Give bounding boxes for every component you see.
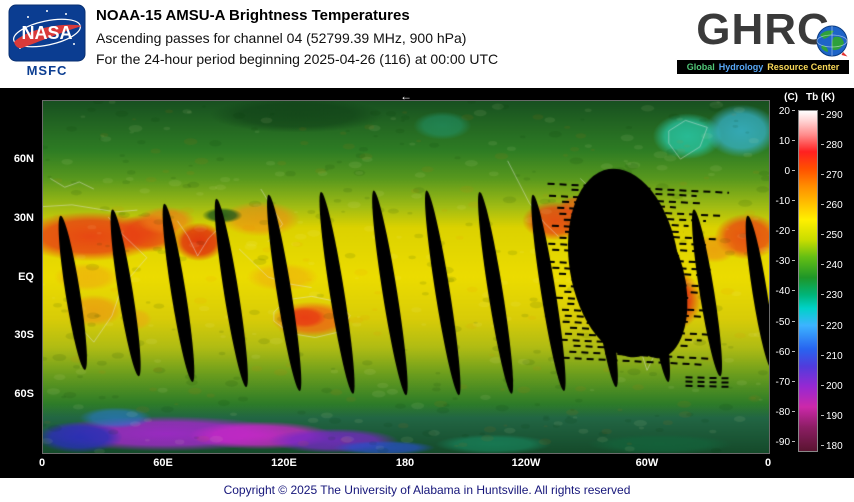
subtitle-period: For the 24-hour period beginning 2025-04…	[96, 51, 499, 67]
celsius-tick: -60	[768, 347, 795, 358]
kelvin-tick: 240	[821, 260, 853, 271]
latitude-label: 30S	[14, 329, 34, 342]
ghrc-tagline: Global Hydrology Resource Center	[677, 60, 849, 74]
ghrc-acronym-text: GHRC	[696, 5, 830, 54]
map-section: ← 60N 30N EQ 30S 60S 0 60E 120E 180 120W 60W 0 (C)…	[0, 88, 854, 478]
kelvin-tick: 270	[821, 170, 853, 181]
celsius-tick: 0	[768, 166, 795, 177]
latitude-label: EQ	[18, 270, 34, 283]
celsius-tick: -50	[768, 317, 795, 328]
copyright-text: Copyright © 2025 The University of Alaba…	[223, 483, 631, 497]
latitude-axis-labels: 60N 30N EQ 30S 60S	[0, 153, 37, 400]
tagline-word: Global	[686, 62, 715, 72]
latitude-label: 60N	[13, 153, 34, 165]
nasa-insignia-icon: NASA	[8, 4, 86, 62]
longitude-label: 120E	[271, 457, 297, 469]
celsius-tick: -90	[768, 437, 795, 448]
nasa-wordmark: NASA	[21, 23, 72, 43]
kelvin-tick: 190	[821, 411, 853, 422]
kelvin-tick: 250	[821, 230, 853, 241]
colorbar-kelvin-ticks: 290 280 270 260 250 240 230 220 210 200 190 180	[821, 110, 853, 452]
tagline-word: Resource Center	[767, 62, 840, 72]
longitude-label: 180	[395, 457, 415, 469]
colorbar: (C) Tb (K) 20 10 0 -10 -20 -30 -40 -50 -60 -70 -80…	[768, 92, 854, 452]
latitude-label: 30N	[13, 211, 34, 224]
subtitle-channel: Ascending passes for channel 04 (52799.3…	[96, 30, 467, 46]
colorbar-unit-celsius: (C)	[784, 92, 798, 103]
ghrc-acronym: GHRC	[677, 2, 849, 60]
colorbar-gradient-strip	[798, 110, 818, 452]
longitude-label: 60E	[153, 457, 173, 469]
celsius-tick: -40	[768, 286, 795, 297]
footer: Copyright © 2025 The University of Alaba…	[0, 478, 854, 502]
longitude-label: 0	[764, 457, 772, 469]
brightness-temperature-map	[42, 100, 770, 454]
celsius-tick: 10	[768, 136, 795, 147]
msfc-label: MSFC	[26, 63, 68, 78]
kelvin-tick: 180	[821, 441, 853, 452]
ghrc-logo: GHRC Global Hydrology Resource	[677, 2, 849, 74]
longitude-axis-labels: 0 60E 120E 180 120W 60W 0	[38, 457, 772, 471]
kelvin-tick: 260	[821, 200, 853, 211]
colorbar-units: (C) Tb (K)	[768, 92, 854, 106]
title-block: NOAA-15 AMSU-A Brightness Temperatures A…	[96, 7, 498, 72]
tagline-word: Hydrology	[718, 62, 764, 72]
scan-direction-arrow-icon: ←	[400, 89, 412, 103]
colorbar-body: 20 10 0 -10 -20 -30 -40 -50 -60 -70 -80 -90 290 280 2…	[768, 106, 854, 452]
kelvin-tick: 230	[821, 290, 853, 301]
celsius-tick: -70	[768, 377, 795, 388]
kelvin-tick: 280	[821, 140, 853, 151]
longitude-label: 120W	[511, 457, 541, 469]
globe-icon	[816, 15, 848, 57]
colorbar-unit-kelvin: Tb (K)	[806, 92, 835, 103]
kelvin-tick: 290	[821, 110, 853, 121]
kelvin-tick: 210	[821, 351, 853, 362]
nasa-msfc-logo: NASA MSFC	[8, 4, 86, 78]
longitude-label: 0	[38, 457, 46, 469]
page-title: NOAA-15 AMSU-A Brightness Temperatures	[96, 7, 410, 24]
celsius-tick: -80	[768, 407, 795, 418]
longitude-label: 60W	[635, 457, 659, 469]
celsius-tick: -20	[768, 226, 795, 237]
celsius-tick: -30	[768, 256, 795, 267]
kelvin-tick: 200	[821, 381, 853, 392]
kelvin-tick: 220	[821, 321, 853, 332]
latitude-label: 60S	[14, 388, 34, 400]
header: NASA MSFC NOAA-15 AMSU-A Brightness Temp…	[0, 0, 854, 88]
celsius-tick: 20	[768, 106, 795, 117]
celsius-tick: -10	[768, 196, 795, 207]
colorbar-celsius-ticks: 20 10 0 -10 -20 -30 -40 -50 -60 -70 -80 -90	[768, 106, 795, 448]
